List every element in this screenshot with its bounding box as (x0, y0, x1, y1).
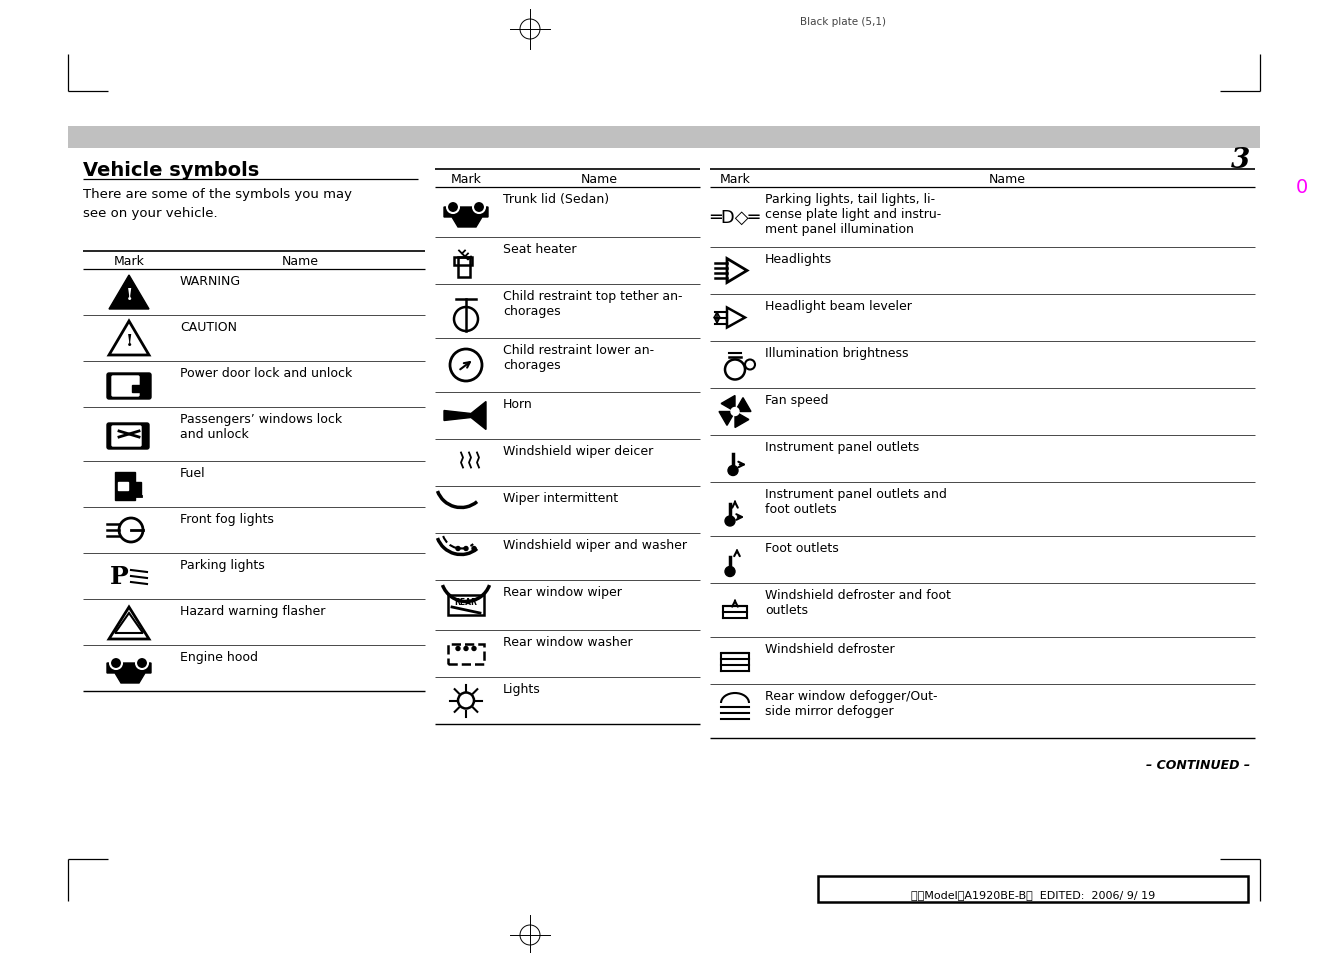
Text: Windshield wiper and washer: Windshield wiper and washer (503, 538, 687, 552)
Text: Illumination brightness: Illumination brightness (764, 347, 909, 359)
Polygon shape (735, 414, 748, 428)
Circle shape (464, 547, 468, 551)
Text: Foot outlets: Foot outlets (764, 541, 839, 555)
Text: Headlight beam leveler: Headlight beam leveler (764, 299, 912, 313)
Bar (817, 876, 1247, 902)
FancyBboxPatch shape (107, 423, 149, 450)
Text: !: ! (126, 286, 134, 303)
Text: WARNING: WARNING (180, 274, 242, 288)
Text: Mark: Mark (114, 254, 145, 268)
Circle shape (135, 658, 149, 669)
Text: – CONTINUED –: – CONTINUED – (1147, 759, 1250, 771)
Text: Black plate (5,1): Black plate (5,1) (800, 17, 886, 27)
Bar (115, 473, 135, 500)
Circle shape (472, 647, 476, 651)
Text: Child restraint lower an-
chorages: Child restraint lower an- chorages (503, 344, 654, 372)
Text: Instrument panel outlets and
foot outlets: Instrument panel outlets and foot outlet… (764, 488, 947, 516)
Polygon shape (107, 663, 151, 683)
Text: Name: Name (989, 172, 1026, 186)
Text: Mark: Mark (719, 172, 751, 186)
Bar (449, 596, 484, 616)
Circle shape (456, 647, 460, 651)
Text: Vehicle symbols: Vehicle symbols (84, 161, 259, 180)
Text: Seat heater: Seat heater (503, 243, 576, 255)
Text: Lights: Lights (503, 682, 540, 696)
Circle shape (729, 466, 738, 476)
Text: Wiper intermittent: Wiper intermittent (503, 492, 618, 504)
Bar (118, 482, 127, 491)
Text: !: ! (126, 333, 134, 349)
Text: Engine hood: Engine hood (180, 650, 257, 663)
Polygon shape (721, 396, 735, 411)
Circle shape (456, 547, 460, 551)
Text: Name: Name (281, 254, 318, 268)
Circle shape (464, 647, 468, 651)
Polygon shape (445, 402, 486, 430)
Circle shape (725, 517, 735, 526)
Text: Trunk lid (Sedan): Trunk lid (Sedan) (503, 193, 609, 206)
Text: Fuel: Fuel (180, 467, 206, 479)
Text: 3: 3 (1230, 147, 1250, 173)
Text: Power door lock and unlock: Power door lock and unlock (180, 367, 352, 379)
Bar (68, 127, 1261, 149)
Text: Mark: Mark (451, 172, 482, 186)
Text: 0: 0 (1296, 178, 1308, 196)
Polygon shape (109, 275, 149, 310)
Text: Horn: Horn (503, 397, 532, 411)
Bar (131, 386, 141, 393)
Text: Parking lights, tail lights, li-
cense plate light and instru-
ment panel illumi: Parking lights, tail lights, li- cense p… (764, 193, 941, 235)
Text: Rear window washer: Rear window washer (503, 636, 633, 648)
FancyBboxPatch shape (107, 374, 151, 399)
Text: P: P (110, 564, 129, 588)
Text: Passengers’ windows lock
and unlock: Passengers’ windows lock and unlock (180, 413, 342, 440)
Bar (449, 644, 484, 664)
FancyBboxPatch shape (111, 376, 139, 396)
Polygon shape (445, 208, 488, 228)
Text: REAR: REAR (455, 598, 478, 606)
Text: Instrument panel outlets: Instrument panel outlets (764, 440, 920, 454)
Text: Windshield defroster: Windshield defroster (764, 642, 894, 656)
Text: ═D◇═: ═D◇═ (710, 209, 760, 227)
Circle shape (472, 202, 484, 213)
Bar (135, 482, 141, 497)
Text: Name: Name (580, 172, 617, 186)
Bar (454, 257, 472, 265)
Text: Windshield defroster and foot
outlets: Windshield defroster and foot outlets (764, 588, 951, 617)
Circle shape (110, 658, 122, 669)
Polygon shape (719, 412, 734, 426)
Text: 北米Model『A1920BE-B』  EDITED:  2006/ 9/ 19: 北米Model『A1920BE-B』 EDITED: 2006/ 9/ 19 (910, 889, 1154, 899)
Circle shape (447, 202, 459, 213)
Text: Rear window defogger/Out-
side mirror defogger: Rear window defogger/Out- side mirror de… (764, 689, 937, 718)
Circle shape (731, 408, 739, 416)
Bar (458, 257, 470, 277)
Circle shape (725, 567, 735, 577)
Text: Front fog lights: Front fog lights (180, 513, 273, 525)
FancyBboxPatch shape (111, 427, 141, 447)
Text: Rear window wiper: Rear window wiper (503, 585, 622, 598)
Text: There are some of the symbols you may
see on your vehicle.: There are some of the symbols you may se… (84, 188, 352, 220)
Text: Fan speed: Fan speed (764, 394, 828, 407)
Text: Hazard warning flasher: Hazard warning flasher (180, 604, 325, 618)
Text: Parking lights: Parking lights (180, 558, 265, 572)
Text: CAUTION: CAUTION (180, 320, 238, 334)
Polygon shape (736, 398, 751, 412)
Text: Child restraint top tether an-
chorages: Child restraint top tether an- chorages (503, 290, 682, 317)
Text: Headlights: Headlights (764, 253, 832, 266)
Circle shape (472, 547, 476, 551)
Text: Windshield wiper deicer: Windshield wiper deicer (503, 444, 653, 457)
